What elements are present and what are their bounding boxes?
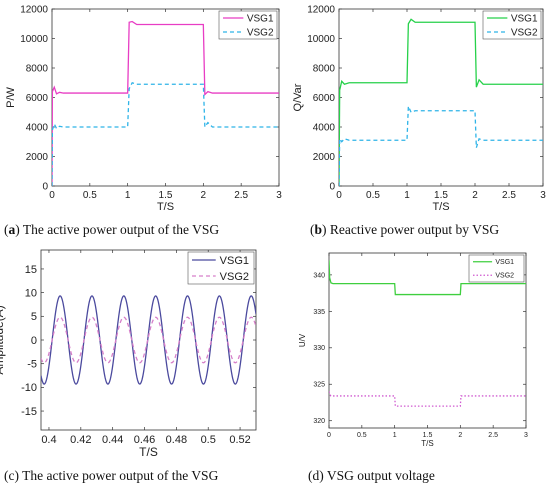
legend-box — [482, 10, 542, 40]
legend-label: VSG2 — [247, 28, 274, 39]
x-tick-label: 1.5 — [159, 190, 173, 201]
y-tick-label: 10 — [25, 287, 37, 299]
series-line-vsg1 — [41, 295, 256, 385]
x-tick-label: 2.5 — [502, 190, 516, 201]
y-tick-label: 15 — [25, 264, 37, 276]
series-group — [41, 295, 256, 385]
chart-0: 0 0.5 1 1.5 2 2.5 3 0 2000 4000 6000 8000 10000 12000… — [5, 5, 282, 214]
x-axis-label: T/S — [157, 201, 174, 213]
y-tick-label: 4000 — [26, 123, 49, 134]
x-tick-label: 2.5 — [488, 432, 498, 439]
y-tick-label: 8000 — [26, 64, 49, 75]
x-tick-label: 1.5 — [423, 432, 433, 439]
y-tick-label: 325 — [313, 382, 325, 389]
y-tick-label: 340 — [313, 272, 325, 279]
x-tick-label: 2 — [472, 190, 478, 201]
legend-label: VSG2 — [220, 271, 249, 283]
legend-box — [187, 251, 255, 285]
x-tick-label: 0.4 — [41, 434, 56, 446]
y-tick-label: 6000 — [26, 93, 49, 104]
x-tick-label: 0.5 — [201, 434, 216, 446]
y-tick-label: 0 — [31, 335, 37, 347]
x-tick-label: 2 — [458, 432, 462, 439]
y-tick-label: 12000 — [20, 5, 48, 16]
legend: VSG1 VSG2 — [468, 254, 525, 283]
y-tick-label: -10 — [21, 382, 37, 394]
series-line-vsg2 — [52, 81, 279, 186]
series-line-vsg2 — [339, 106, 543, 186]
x-tick-label: 1 — [404, 190, 410, 201]
caption-a: (a) The active power output of the VSG — [4, 222, 220, 237]
legend-label: VSG1 — [495, 259, 514, 266]
y-tick-label: 12000 — [307, 5, 335, 16]
x-axis-label: T/S — [139, 445, 158, 459]
legend-label: VSG2 — [495, 273, 514, 280]
chart-2: 0.4 0.42 0.44 0.46 0.48 0.5 0.52 -15 -10 -5 0 5 10 15… — [0, 249, 257, 459]
y-tick-label: 5 — [31, 311, 37, 323]
x-tick-label: 0 — [49, 190, 55, 201]
y-axis-label: P/W — [5, 86, 17, 107]
legend: VSG1 VSG2 — [482, 10, 542, 40]
legend-box — [468, 254, 525, 283]
x-tick-label: 0 — [327, 432, 331, 439]
legend: VSG1 VSG2 — [187, 251, 255, 285]
x-tick-label: 1 — [125, 190, 131, 201]
series-line-vsg1 — [339, 18, 543, 186]
legend-box — [218, 10, 278, 40]
series-line-vsg2 — [41, 316, 256, 364]
y-tick-label: 335 — [313, 309, 325, 316]
x-axis-label: T/S — [432, 201, 449, 213]
series-line-vsg2 — [329, 391, 526, 407]
y-tick-label: 10000 — [20, 34, 48, 45]
caption-c: (c) The active power output of the VSG — [4, 468, 219, 483]
y-tick-label: 8000 — [313, 64, 336, 75]
y-tick-label: 10000 — [307, 34, 335, 45]
x-tick-label: 0.5 — [366, 190, 380, 201]
legend: VSG1 VSG2 — [218, 10, 278, 40]
x-tick-label: 1.5 — [434, 190, 448, 201]
x-tick-label: 0.46 — [134, 434, 155, 446]
y-tick-label: 330 — [313, 345, 325, 352]
x-axis-label: T/S — [421, 439, 433, 448]
legend-label: VSG1 — [220, 255, 249, 267]
y-axis-label: U/V — [298, 333, 307, 347]
y-tick-label: -5 — [27, 359, 37, 371]
y-tick-label: -15 — [21, 406, 37, 418]
x-tick-label: 3 — [540, 190, 546, 201]
series-line-vsg1 — [329, 260, 526, 296]
y-tick-label: 4000 — [313, 123, 336, 134]
x-tick-label: 0 — [336, 190, 342, 201]
series-line-vsg1 — [52, 20, 279, 186]
x-tick-label: 2.5 — [234, 190, 248, 201]
x-tick-label: 0.5 — [357, 432, 367, 439]
x-tick-label: 2 — [201, 190, 207, 201]
caption-b: (b) Reactive power output by VSG — [310, 222, 500, 237]
y-tick-label: 2000 — [313, 152, 336, 163]
y-axis-label: Q/Var — [292, 83, 304, 111]
chart-3: 0 0.5 1 1.5 2 2.5 3320325330335340T/SU/VVSG1VS… — [298, 252, 528, 448]
x-tick-label: 0.48 — [166, 434, 187, 446]
y-axis-label: Amplitude(A) — [0, 305, 6, 374]
x-tick-label: 0.44 — [102, 434, 123, 446]
x-tick-label: 3 — [276, 190, 282, 201]
x-tick-label: 0.5 — [83, 190, 97, 201]
x-tick-label: 1 — [393, 432, 397, 439]
y-tick-label: 6000 — [313, 93, 336, 104]
series-group — [329, 260, 526, 407]
chart-1: 0 0.5 1 1.5 2 2.5 3 0 2000 4000 6000 8000 10000 12000… — [292, 5, 546, 214]
series-group — [52, 20, 279, 186]
caption-d: (d) VSG output voltage — [308, 468, 435, 483]
x-tick-label: 0.52 — [229, 434, 250, 446]
y-tick-label: 0 — [42, 182, 48, 193]
legend-label: VSG1 — [511, 14, 538, 25]
y-tick-label: 2000 — [26, 152, 49, 163]
legend-label: VSG1 — [247, 14, 274, 25]
series-group — [339, 18, 543, 186]
x-tick-label: 0.42 — [70, 434, 91, 446]
y-tick-label: 320 — [313, 418, 325, 425]
y-tick-label: 0 — [329, 182, 335, 193]
legend-label: VSG2 — [511, 28, 538, 39]
x-tick-label: 3 — [524, 432, 528, 439]
